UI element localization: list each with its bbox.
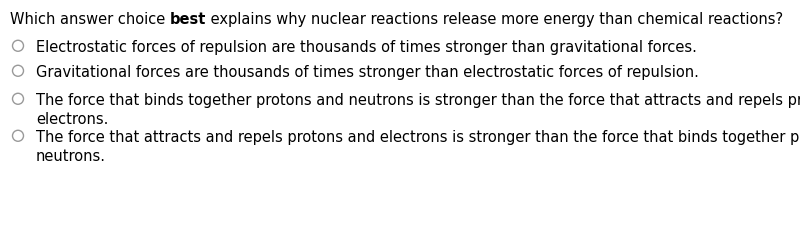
- Text: The force that binds together protons and neutrons is stronger than the force th: The force that binds together protons an…: [36, 93, 800, 127]
- Text: Electrostatic forces of repulsion are thousands of times stronger than gravitati: Electrostatic forces of repulsion are th…: [36, 40, 697, 55]
- Text: Gravitational forces are thousands of times stronger than electrostatic forces o: Gravitational forces are thousands of ti…: [36, 65, 699, 80]
- Text: The force that attracts and repels protons and electrons is stronger than the fo: The force that attracts and repels proto…: [36, 130, 800, 164]
- Text: best: best: [170, 12, 206, 27]
- Text: Which answer choice: Which answer choice: [10, 12, 170, 27]
- Text: explains why nuclear reactions release more energy than chemical reactions?: explains why nuclear reactions release m…: [206, 12, 783, 27]
